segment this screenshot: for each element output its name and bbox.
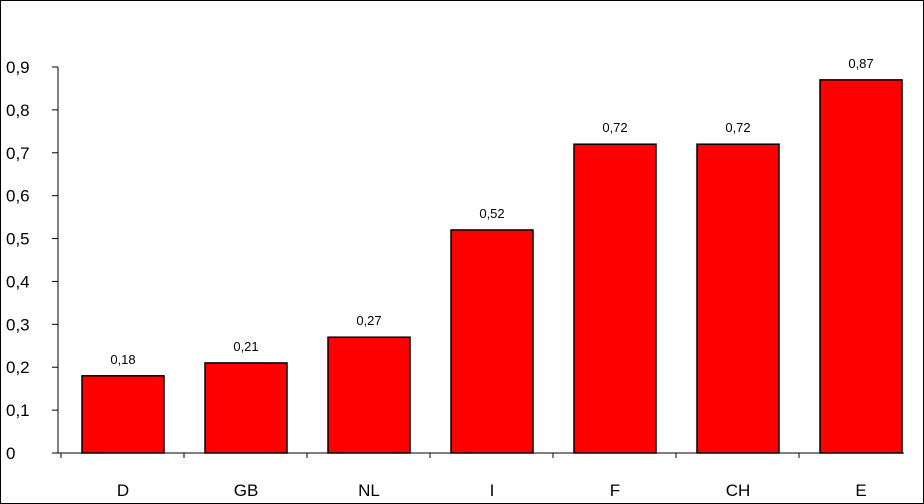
bar-gb [204, 362, 288, 454]
x-tick-label: F [610, 481, 620, 500]
data-label: 0,21 [233, 339, 258, 354]
x-tick-label: GB [234, 481, 259, 500]
data-label: 0,87 [848, 56, 873, 71]
bar-f [573, 143, 657, 454]
data-label: 0,18 [110, 352, 135, 367]
y-tick-label: 0,9 [6, 58, 30, 77]
bar-ch [696, 143, 780, 454]
data-label: 0,52 [479, 206, 504, 221]
y-tick-label: 0 [6, 444, 15, 463]
y-tick-label: 0,4 [6, 272, 30, 291]
data-label: 0,72 [602, 120, 627, 135]
bar-d [81, 375, 165, 454]
bar-i [450, 229, 534, 454]
bar-nl [327, 336, 411, 454]
x-tick-label: E [855, 481, 866, 500]
y-tick-label: 0,6 [6, 187, 30, 206]
x-tick-label: I [490, 481, 495, 500]
y-tick-label: 0,1 [6, 401, 30, 420]
y-tick-label: 0,8 [6, 101, 30, 120]
data-label: 0,27 [356, 313, 381, 328]
y-tick-label: 0,5 [6, 230, 30, 249]
bar-e [819, 79, 903, 454]
y-tick-label: 0,7 [6, 144, 30, 163]
x-tick-label: CH [726, 481, 751, 500]
x-tick-label: D [117, 481, 129, 500]
y-tick-label: 0,2 [6, 358, 30, 377]
data-label: 0,72 [725, 120, 750, 135]
y-tick-label: 0,3 [6, 315, 30, 334]
x-tick-label: NL [358, 481, 380, 500]
